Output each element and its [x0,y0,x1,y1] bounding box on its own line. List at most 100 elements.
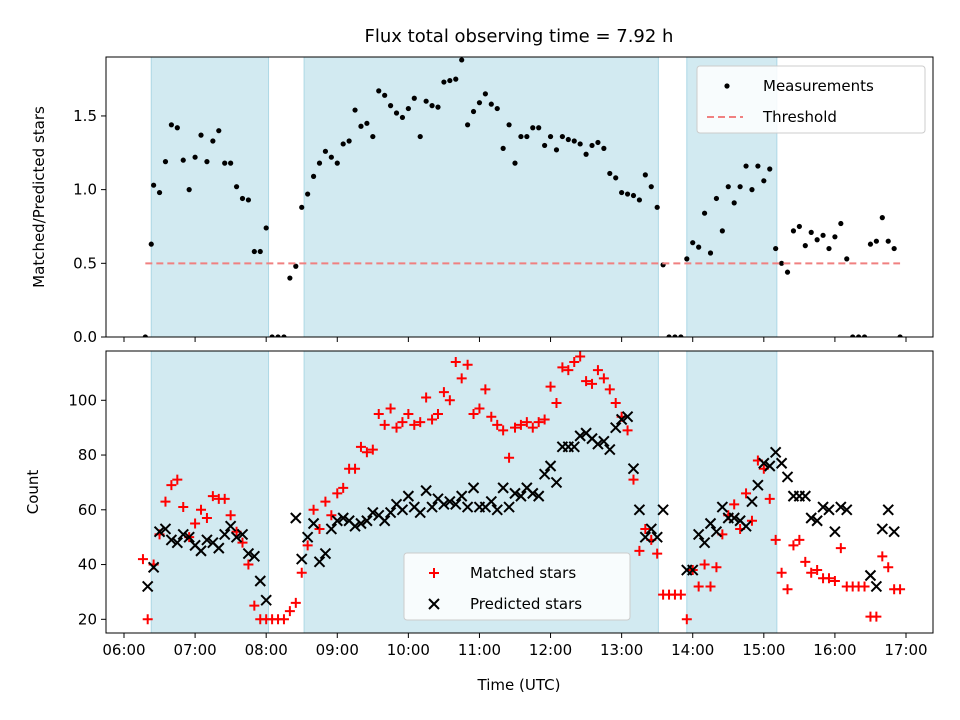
point-matched-stars [361,447,372,458]
point-matched-stars [178,502,189,513]
legend-frame [403,552,631,621]
point-matched-stars [592,365,603,376]
point-predicted-stars [639,531,652,543]
point-matched-stars [634,545,645,556]
point-matched-stars [432,408,443,419]
point-predicted-stars [461,501,474,513]
chart-title: Flux total observing time = 7.92 h [365,26,674,47]
x-tick-label: 11:00 [458,641,501,659]
point-measurements [773,245,779,252]
point-matched-stars [385,403,396,414]
point-measurements [151,182,157,188]
point-matched-stars [498,425,509,436]
point-measurements [358,123,364,129]
point-matched-stars [302,540,313,551]
point-matched-stars [883,562,894,573]
point-measurements [447,77,453,84]
point-measurements [624,191,631,197]
point-predicted-stars [710,525,723,538]
point-matched-stars [693,581,704,592]
point-matched-stars [462,359,473,370]
point-matched-stars [504,452,515,463]
legend-label-matched-stars: Matched stars [470,564,576,582]
legend: Measurements Threshold [696,65,926,134]
point-predicted-stars [384,506,397,519]
observing-window-3 [686,351,778,633]
point-measurements [148,241,154,247]
point-predicted-stars [781,471,794,483]
point-measurements [494,105,500,112]
y-tick-label: 60 [78,501,97,519]
point-measurements [530,125,536,131]
point-predicted-stars [550,476,563,489]
point-predicted-stars [165,534,178,546]
point-matched-stars [598,373,609,384]
point-measurements [784,269,791,275]
point-measurements [636,197,643,203]
point-matched-stars [320,496,331,507]
point-measurements [263,225,269,231]
point-measurements [790,228,797,234]
point-matched-stars [741,488,752,499]
point-predicted-stars [230,531,243,543]
point-measurements [328,154,334,160]
point-measurements [749,187,755,193]
point-measurements [429,103,435,109]
point-matched-stars [403,408,414,419]
point-measurements [701,210,708,216]
point-predicted-stars [610,421,622,434]
point-measurements [867,241,874,247]
x-tick-label: 10:00 [387,641,430,659]
point-measurements [453,76,459,82]
point-measurements [210,138,216,144]
point-predicted-stars [592,438,604,450]
point-matched-stars [705,581,716,592]
point-predicted-stars [177,528,189,541]
point-predicted-stars [438,498,450,511]
point-predicted-stars [864,569,877,582]
point-measurements [684,256,690,262]
point-measurements [488,101,494,107]
point-predicted-stars [823,504,835,516]
point-predicted-stars [444,495,456,508]
point-matched-stars [800,556,811,567]
point-matched-stars [806,567,817,578]
point-matched-stars [788,540,799,551]
point-matched-stars [551,398,562,409]
point-predicted-stars [301,531,314,543]
point-measurements [648,184,654,190]
point-matched-stars [581,376,592,387]
point-predicted-stars [485,495,498,508]
point-measurements [707,250,714,256]
point-measurements [725,184,731,190]
axes-frame [105,56,934,338]
point-measurements [518,133,524,140]
point-measurements [547,133,554,140]
point-predicted-stars [538,468,551,480]
point-measurements [542,142,548,149]
point-measurements [553,147,560,153]
point-predicted-stars [402,490,415,502]
point-matched-stars [640,523,651,534]
point-predicted-stars [254,575,266,587]
point-predicted-stars [805,512,817,524]
point-predicted-stars [799,490,811,502]
point-matched-stars [397,417,408,428]
observing-window-1 [150,351,270,633]
point-measurements [506,122,512,128]
point-measurements [399,114,406,121]
point-predicted-stars [367,506,379,519]
point-matched-stars [367,444,378,455]
point-predicted-stars [396,504,409,516]
point-measurements [245,197,252,203]
point-measurements [293,263,299,269]
point-measurements [233,184,240,190]
point-predicted-stars [835,501,847,513]
point-measurements [856,334,862,337]
point-matched-stars [794,534,805,545]
point-measurements [142,334,148,337]
point-matched-stars [142,614,153,625]
point-predicted-stars [378,515,391,527]
point-predicted-stars [764,460,776,472]
point-predicted-stars [817,501,829,513]
